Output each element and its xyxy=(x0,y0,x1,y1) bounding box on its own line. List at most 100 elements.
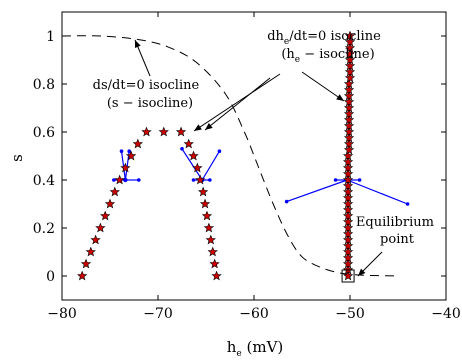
he-isocline-star-marker xyxy=(205,234,216,245)
he-isocline-star-marker xyxy=(342,222,354,233)
he-isocline-star-marker xyxy=(85,246,96,257)
he-isocline-star-marker xyxy=(132,138,143,149)
vector-end-dot xyxy=(191,178,196,182)
he-isocline-star-marker xyxy=(183,138,194,149)
he-isocline-star-marker xyxy=(77,270,88,281)
x-tick-label: −70 xyxy=(143,306,173,322)
he-isocline-star-marker xyxy=(344,36,356,47)
s-isocline-layer xyxy=(61,35,399,277)
y-tick-label: 0.4 xyxy=(33,173,55,189)
vector-end-dot xyxy=(333,178,338,182)
he-isocline-star-marker xyxy=(342,252,354,263)
vector-end-dot xyxy=(405,202,410,206)
he-isocline-star-marker xyxy=(199,198,211,209)
he-isocline-star-marker xyxy=(342,168,354,179)
vector-end-dot xyxy=(137,178,141,182)
vector-end-dot xyxy=(357,178,362,182)
he-isocline-star-marker xyxy=(342,150,354,161)
he-isocline-star-marker xyxy=(342,246,354,257)
he-isocline-star-marker xyxy=(342,192,354,203)
s-isocline-arrow-2 xyxy=(204,77,271,131)
vector-fan-layer xyxy=(112,147,410,206)
he-isocline-arrow-2-head xyxy=(336,94,344,101)
x-tick-label: −40 xyxy=(431,306,461,322)
he-isocline-arrow-2 xyxy=(301,71,345,102)
x-tick-label: −80 xyxy=(47,306,77,322)
he-isocline-star-marker xyxy=(342,186,354,197)
he-isocline-star-marker xyxy=(195,174,206,185)
he-isocline-arrow-1-head xyxy=(194,124,202,131)
vector-end-dot xyxy=(180,147,184,151)
y-tick-label: 1 xyxy=(46,29,55,45)
he-isocline-star-marker xyxy=(188,150,199,161)
he-isocline-star-marker xyxy=(344,30,356,41)
he-isocline-star-marker xyxy=(158,126,169,137)
he-iso-l2-post: − isocline) xyxy=(300,47,375,62)
y-axis-label: s xyxy=(8,154,26,162)
he-iso-l1-sub: e xyxy=(284,37,289,47)
vector-end-dot xyxy=(208,178,212,182)
he-isocline-star-marker xyxy=(342,234,354,245)
he-isocline-star-marker xyxy=(197,186,209,197)
he-iso-l1-post: /dt=0 isocline xyxy=(289,29,381,44)
he-isocline-star-marker xyxy=(95,222,106,233)
he-isocline-star-marker xyxy=(141,126,152,137)
he-isocline-star-marker xyxy=(203,222,215,233)
equilibrium-annotation-line1: Equilibrium xyxy=(356,215,434,230)
s-isocline-annotation: ds/dt=0 isocline (s − isocline) xyxy=(93,78,204,111)
s-isocline-dashed-line xyxy=(61,35,399,277)
he-isocline-star-marker xyxy=(80,258,92,269)
vector-segment xyxy=(120,151,126,181)
he-isocline-star-marker xyxy=(90,234,101,245)
vector-origin-dot xyxy=(123,177,128,183)
he-isocline-star-marker xyxy=(343,84,355,95)
he-isocline-star-marker xyxy=(343,114,355,125)
vector-end-dot xyxy=(217,149,222,153)
he-isocline-star-marker xyxy=(342,258,354,269)
he-isocline-star-marker xyxy=(120,162,131,173)
s-isocline-arrow-1-head xyxy=(134,40,141,48)
he-isocline-star-marker xyxy=(125,150,137,161)
vector-segment xyxy=(286,179,348,203)
he-iso-l2-sub: e xyxy=(295,55,300,65)
he-isocline-star-marker xyxy=(343,78,355,89)
he-isocline-star-marker xyxy=(342,156,354,167)
he-isocline-star-marker xyxy=(342,174,354,185)
vector-segment xyxy=(346,179,408,205)
he-isocline-star-marker xyxy=(342,240,354,251)
x-axis-label-unit: (mV) xyxy=(242,338,284,356)
equilibrium-point-box xyxy=(341,269,355,283)
vector-segment xyxy=(181,148,203,181)
he-isocline-star-marker xyxy=(114,174,125,185)
he-isocline-star-marker xyxy=(344,42,356,53)
he-isocline-star-marker xyxy=(343,132,355,143)
equilibrium-annotation-line2: point xyxy=(380,232,415,247)
plot-frame xyxy=(61,11,447,301)
he-isocline-star-marker xyxy=(342,162,354,173)
he-isocline-star-marker xyxy=(175,126,187,137)
he-isocline-star-marker xyxy=(104,198,116,209)
he-isocline-star-marker xyxy=(211,270,222,281)
he-isocline-star-marker xyxy=(192,162,203,173)
he-isocline-star-marker xyxy=(342,210,354,221)
he-isocline-star-marker xyxy=(209,258,220,269)
he-isocline-star-marker xyxy=(342,204,354,215)
he-isocline-star-marker xyxy=(109,186,120,197)
he-isocline-star-marker xyxy=(344,54,356,65)
he-isocline-star-layer xyxy=(77,30,356,283)
he-isocline-annotation-line1: dhe/dt=0 isocline xyxy=(267,29,381,47)
he-isocline-star-marker xyxy=(343,138,355,149)
he-isocline-star-marker xyxy=(342,228,354,239)
he-isocline-star-marker xyxy=(344,60,356,71)
x-tick-label: −50 xyxy=(335,306,365,322)
he-iso-l2-pre: (h xyxy=(281,47,295,62)
he-iso-l1-pre: dh xyxy=(267,29,284,44)
equilibrium-arrow-head xyxy=(358,268,366,276)
he-isocline-annotation-line2: (he − isocline) xyxy=(281,47,374,65)
he-isocline-star-marker xyxy=(207,246,218,257)
he-isocline-star-marker xyxy=(343,96,355,107)
he-isocline-arrow-1 xyxy=(193,73,281,132)
y-tick-label: 0.8 xyxy=(33,77,55,93)
y-tick-label: 0.2 xyxy=(33,221,55,237)
